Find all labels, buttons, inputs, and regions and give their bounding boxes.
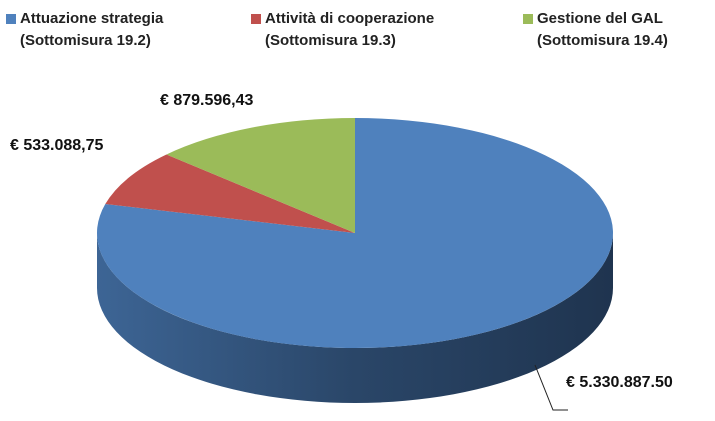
- slice: [166, 118, 355, 233]
- data-label: € 533.088,75: [10, 137, 104, 154]
- legend-swatch: [251, 14, 261, 24]
- slice: [105, 154, 355, 233]
- slice: [97, 118, 613, 349]
- slice-side: [97, 233, 613, 403]
- leader-line: [534, 364, 568, 411]
- legend-label: Gestione del GAL (Sottomisura 19.4): [537, 10, 668, 49]
- legend-label: Attuazione strategia (Sottomisura 19.2): [20, 10, 164, 49]
- legend-swatch: [523, 14, 533, 24]
- data-label: € 879.596,43: [160, 92, 254, 109]
- data-label: € 5.330.887.50: [566, 374, 673, 391]
- legend-label: Attività di cooperazione (Sottomisura 19…: [265, 10, 435, 49]
- legend-swatch: [6, 14, 16, 24]
